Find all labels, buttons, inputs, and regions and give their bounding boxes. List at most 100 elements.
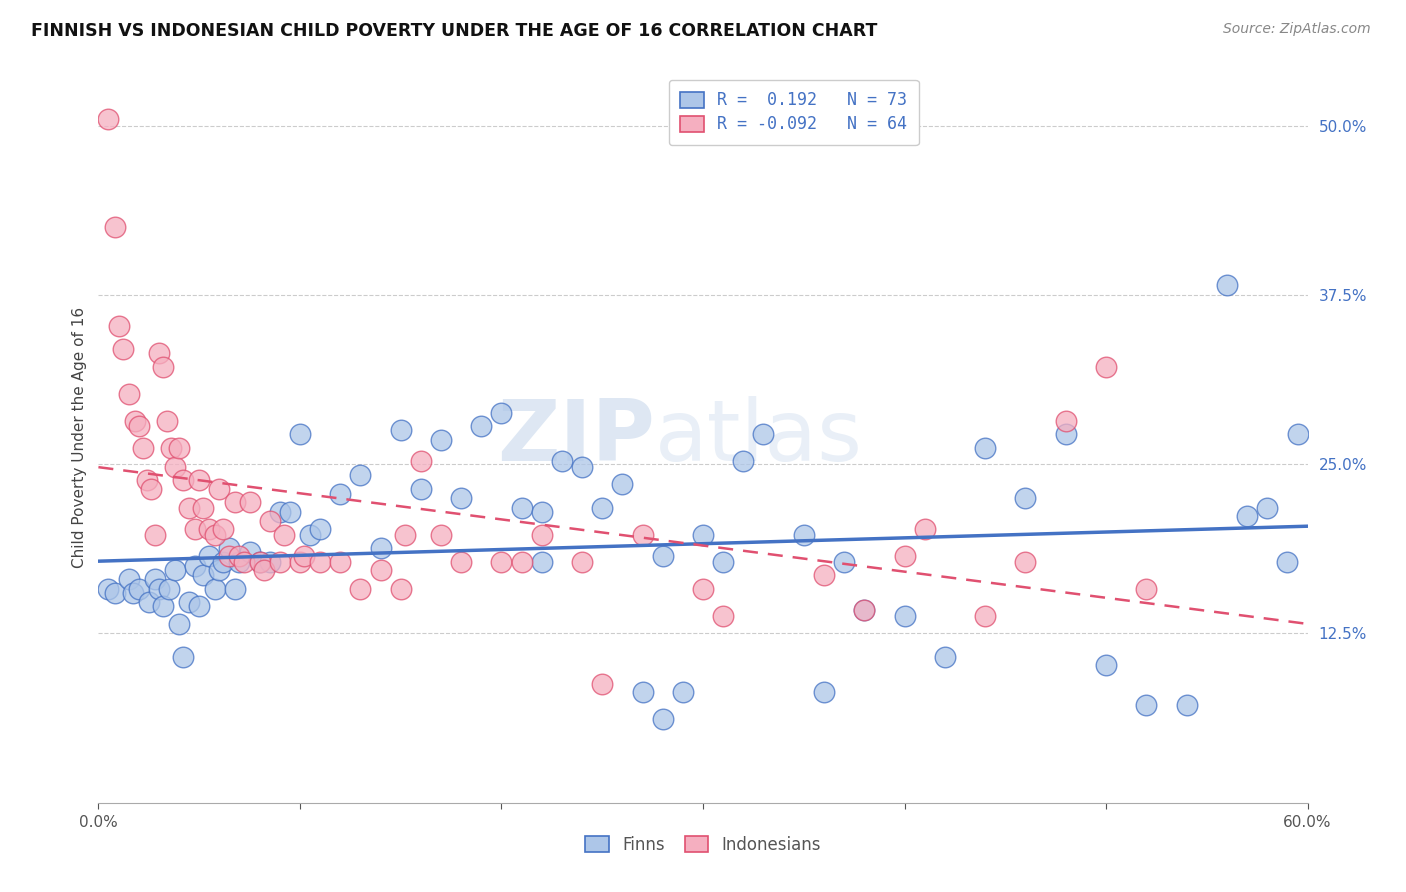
- Point: [752, 427, 775, 442]
- Point: [711, 608, 734, 623]
- Point: [232, 555, 254, 569]
- Point: [813, 568, 835, 582]
- Point: [389, 423, 412, 437]
- Point: [292, 549, 315, 564]
- Point: [651, 549, 673, 564]
- Point: [612, 477, 634, 491]
- Point: [249, 555, 271, 569]
- Point: [832, 555, 855, 569]
- Point: [128, 582, 150, 596]
- Point: [179, 595, 201, 609]
- Point: [152, 599, 174, 614]
- Point: [107, 318, 129, 333]
- Point: [208, 563, 231, 577]
- Point: [591, 500, 613, 515]
- Point: [184, 558, 207, 573]
- Point: [1054, 414, 1077, 428]
- Point: [172, 474, 194, 488]
- Point: [259, 555, 281, 569]
- Point: [551, 454, 574, 468]
- Point: [530, 555, 553, 569]
- Point: [97, 112, 120, 126]
- Point: [591, 676, 613, 690]
- Point: [148, 582, 170, 596]
- Point: [212, 555, 235, 569]
- Point: [692, 582, 714, 596]
- Point: [160, 441, 183, 455]
- Point: [249, 555, 271, 569]
- Point: [974, 608, 997, 623]
- Point: [672, 684, 695, 698]
- Point: [139, 482, 162, 496]
- Point: [193, 568, 215, 582]
- Point: [409, 454, 432, 468]
- Point: [212, 522, 235, 536]
- Text: atlas: atlas: [655, 395, 863, 479]
- Point: [1014, 555, 1036, 569]
- Point: [692, 527, 714, 541]
- Point: [188, 474, 211, 488]
- Point: [124, 414, 146, 428]
- Point: [1135, 698, 1157, 713]
- Point: [288, 427, 311, 442]
- Y-axis label: Child Poverty Under the Age of 16: Child Poverty Under the Age of 16: [72, 307, 87, 567]
- Point: [218, 549, 240, 564]
- Point: [184, 522, 207, 536]
- Point: [167, 441, 190, 455]
- Point: [111, 342, 134, 356]
- Point: [329, 487, 352, 501]
- Point: [430, 433, 453, 447]
- Point: [152, 359, 174, 374]
- Point: [491, 555, 513, 569]
- Point: [631, 684, 654, 698]
- Point: [1095, 657, 1118, 672]
- Point: [893, 608, 915, 623]
- Point: [893, 549, 915, 564]
- Point: [228, 549, 250, 564]
- Point: [914, 522, 936, 536]
- Point: [198, 549, 221, 564]
- Point: [269, 505, 291, 519]
- Point: [224, 495, 246, 509]
- Point: [733, 454, 755, 468]
- Point: [491, 406, 513, 420]
- Point: [218, 541, 240, 556]
- Point: [349, 468, 371, 483]
- Point: [1014, 491, 1036, 505]
- Point: [450, 491, 472, 505]
- Point: [157, 582, 180, 596]
- Point: [1236, 508, 1258, 523]
- Point: [118, 386, 141, 401]
- Point: [394, 527, 416, 541]
- Point: [651, 712, 673, 726]
- Point: [711, 555, 734, 569]
- Point: [1277, 555, 1299, 569]
- Point: [103, 586, 125, 600]
- Point: [1054, 427, 1077, 442]
- Point: [103, 220, 125, 235]
- Point: [224, 582, 246, 596]
- Point: [253, 563, 276, 577]
- Point: [228, 555, 250, 569]
- Point: [530, 527, 553, 541]
- Text: ZIP: ZIP: [496, 395, 655, 479]
- Point: [1175, 698, 1198, 713]
- Point: [273, 527, 295, 541]
- Point: [239, 545, 262, 559]
- Point: [148, 346, 170, 360]
- Point: [128, 419, 150, 434]
- Point: [853, 603, 876, 617]
- Point: [1095, 359, 1118, 374]
- Point: [450, 555, 472, 569]
- Point: [167, 617, 190, 632]
- Legend: Finns, Indonesians: Finns, Indonesians: [579, 829, 827, 860]
- Point: [278, 505, 301, 519]
- Point: [1256, 500, 1278, 515]
- Point: [204, 527, 226, 541]
- Point: [430, 527, 453, 541]
- Point: [510, 555, 533, 569]
- Point: [239, 495, 262, 509]
- Point: [163, 563, 186, 577]
- Point: [934, 649, 956, 664]
- Point: [118, 572, 141, 586]
